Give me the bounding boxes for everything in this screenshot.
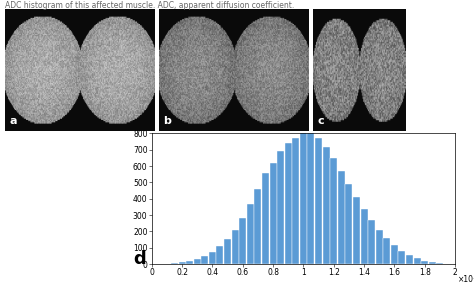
Bar <box>179 262 185 264</box>
Bar <box>353 197 360 264</box>
Bar <box>285 143 292 264</box>
Bar <box>171 263 178 264</box>
Bar <box>406 255 413 264</box>
Bar <box>292 138 299 264</box>
Text: ADC histogram of this affected muscle. ADC, apparent diffusion coefficient.: ADC histogram of this affected muscle. A… <box>5 1 294 11</box>
Bar <box>391 245 398 264</box>
Bar <box>201 256 208 264</box>
Bar <box>224 239 231 264</box>
Bar <box>323 147 329 264</box>
Text: ×10⁻⁴: ×10⁻⁴ <box>458 275 474 283</box>
Bar <box>437 263 443 264</box>
Bar <box>399 251 405 264</box>
Bar <box>247 204 254 264</box>
Bar <box>232 230 238 264</box>
Bar <box>383 238 390 264</box>
Bar <box>186 261 193 264</box>
Bar <box>376 230 383 264</box>
Text: d: d <box>134 250 146 268</box>
Bar <box>255 189 261 264</box>
Bar <box>421 261 428 264</box>
Text: a: a <box>9 116 17 126</box>
Bar <box>330 158 337 264</box>
Bar <box>209 252 216 264</box>
Bar <box>368 220 375 264</box>
Bar <box>300 130 307 264</box>
Bar <box>361 208 367 264</box>
Bar <box>346 184 352 264</box>
Bar <box>262 173 269 264</box>
Text: c: c <box>318 116 324 126</box>
Bar <box>414 258 420 264</box>
Bar <box>270 163 276 264</box>
Bar <box>429 262 436 264</box>
Bar <box>308 133 314 264</box>
Bar <box>239 218 246 264</box>
Text: b: b <box>163 116 171 126</box>
Bar <box>315 138 322 264</box>
Bar <box>217 246 223 264</box>
Bar <box>194 259 201 264</box>
Bar <box>277 151 284 264</box>
Bar <box>338 171 345 264</box>
